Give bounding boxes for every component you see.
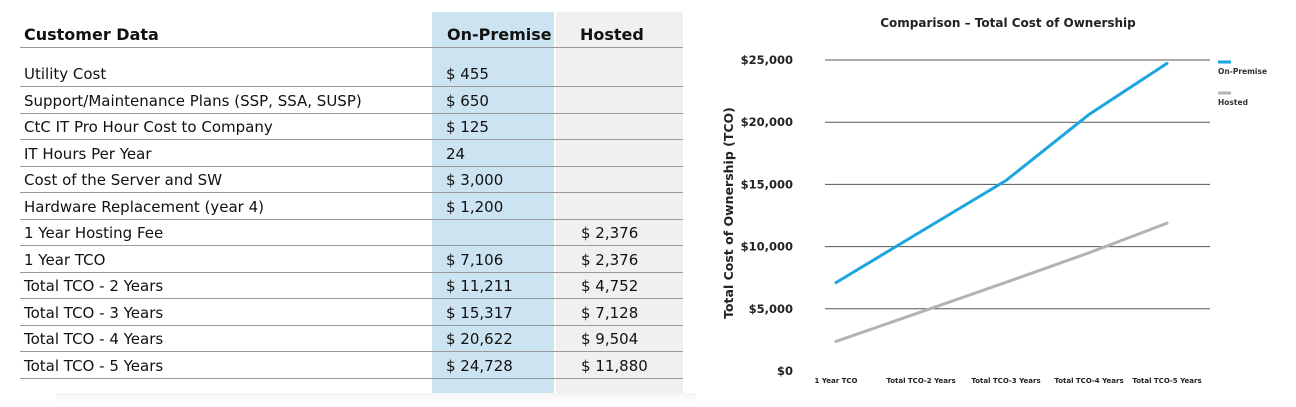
header-customer-data: Customer Data (24, 25, 159, 44)
table-row: Total TCO - 2 Years $ 11,211 $ 4,752 (20, 273, 683, 299)
row-divider (20, 325, 683, 326)
hosted-value: $ 11,880 (581, 357, 648, 375)
row-divider (20, 272, 683, 273)
on-premise-value: $ 7,106 (446, 251, 504, 269)
hosted-value: $ 7,128 (581, 304, 639, 322)
series-line-0 (834, 61, 1169, 285)
on-premise-column-background (432, 12, 554, 395)
x-tick-labels: 1 Year TCO Total TCO-2 Years Total TCO-3 Y… (815, 377, 1202, 385)
on-premise-value: $ 24,728 (446, 357, 513, 375)
table-row: Total TCO - 4 Years $ 20,622 $ 9,504 (20, 326, 683, 352)
hosted-column-background (556, 12, 683, 395)
row-label: 1 Year Hosting Fee (24, 224, 164, 242)
on-premise-value: $ 125 (446, 118, 489, 136)
row-label: Total TCO - 2 Years (24, 277, 164, 295)
tco-chart: Comparison – Total Cost of Ownership Tot… (700, 0, 1296, 403)
row-divider (20, 192, 683, 193)
series-lines (834, 61, 1169, 343)
row-divider (20, 298, 683, 299)
row-divider (20, 378, 683, 379)
row-divider (20, 113, 683, 114)
grid-lines (825, 59, 1210, 310)
header-hosted: Hosted (580, 25, 644, 44)
hosted-value: $ 2,376 (581, 251, 639, 269)
legend: On-Premise Hosted (1218, 60, 1267, 107)
y-tick-label: $20,000 (741, 115, 793, 129)
row-divider (20, 139, 683, 140)
hosted-value: $ 2,376 (581, 224, 639, 242)
row-label: Cost of the Server and SW (24, 171, 223, 189)
on-premise-value: $ 11,211 (446, 277, 513, 295)
table-row: Utility Cost $ 455 (20, 61, 683, 87)
header-on-premise: On-Premise (447, 25, 552, 44)
table-row: Cost of the Server and SW $ 3,000 (20, 167, 683, 193)
y-tick-label: $10,000 (741, 240, 793, 254)
table-row: Total TCO - 3 Years $ 15,317 $ 7,128 (20, 300, 683, 326)
chart-title: Comparison – Total Cost of Ownership (880, 16, 1136, 30)
row-label: CtC IT Pro Hour Cost to Company (24, 118, 273, 136)
table-row: Hardware Replacement (year 4) $ 1,200 (20, 194, 683, 220)
row-label: IT Hours Per Year (24, 145, 152, 163)
on-premise-value: $ 650 (446, 92, 489, 110)
row-divider (20, 351, 683, 352)
y-tick-labels: $0 $5,000 $10,000 $15,000 $20,000 $25,000 (741, 53, 793, 378)
row-label: Total TCO - 4 Years (24, 330, 164, 348)
table-bottom-shadow (56, 393, 696, 403)
y-tick-label: $15,000 (741, 177, 793, 191)
x-tick-label: Total TCO-2 Years (886, 377, 955, 385)
on-premise-value: $ 20,622 (446, 330, 513, 348)
y-axis-title: Total Cost of Ownership (TCO) (721, 107, 736, 319)
table-header-row: Customer Data On-Premise Hosted (20, 22, 683, 48)
customer-data-table: Customer Data On-Premise Hosted Utility … (20, 12, 696, 403)
x-tick-label: Total TCO-3 Years (971, 377, 1040, 385)
row-label: Support/Maintenance Plans (SSP, SSA, SUS… (24, 92, 362, 110)
row-divider (20, 86, 683, 87)
table-row: Support/Maintenance Plans (SSP, SSA, SUS… (20, 88, 683, 114)
legend-label: On-Premise (1218, 67, 1267, 76)
chart-svg: Comparison – Total Cost of Ownership Tot… (721, 16, 1267, 385)
hosted-value: $ 4,752 (581, 277, 639, 295)
row-label: Total TCO - 5 Years (24, 357, 164, 375)
series-line-1 (834, 221, 1169, 343)
on-premise-value: $ 3,000 (446, 171, 504, 189)
table-row: 1 Year TCO $ 7,106 $ 2,376 (20, 247, 683, 273)
x-tick-label: 1 Year TCO (815, 377, 858, 385)
y-tick-label: $0 (777, 364, 793, 378)
x-tick-label: Total TCO-4 Years (1054, 377, 1123, 385)
on-premise-value: 24 (446, 145, 466, 163)
row-label: Utility Cost (24, 65, 107, 83)
on-premise-value: $ 1,200 (446, 198, 504, 216)
table-row: 1 Year Hosting Fee $ 2,376 (20, 220, 683, 246)
on-premise-value: $ 455 (446, 65, 489, 83)
hosted-value: $ 9,504 (581, 330, 639, 348)
row-label: Hardware Replacement (year 4) (24, 198, 264, 216)
x-tick-label: Total TCO-5 Years (1132, 377, 1201, 385)
table-row: Total TCO - 5 Years $ 24,728 $ 11,880 (20, 353, 683, 379)
row-label: 1 Year TCO (24, 251, 106, 269)
row-divider (20, 245, 683, 246)
y-tick-label: $5,000 (749, 302, 793, 316)
row-label: Total TCO - 3 Years (24, 304, 164, 322)
table-row: CtC IT Pro Hour Cost to Company $ 125 (20, 114, 683, 140)
legend-label: Hosted (1218, 98, 1248, 107)
row-divider (20, 166, 683, 167)
y-tick-label: $25,000 (741, 53, 793, 67)
row-divider (20, 47, 683, 48)
on-premise-value: $ 15,317 (446, 304, 513, 322)
table-row: IT Hours Per Year 24 (20, 141, 683, 167)
row-divider (20, 219, 683, 220)
